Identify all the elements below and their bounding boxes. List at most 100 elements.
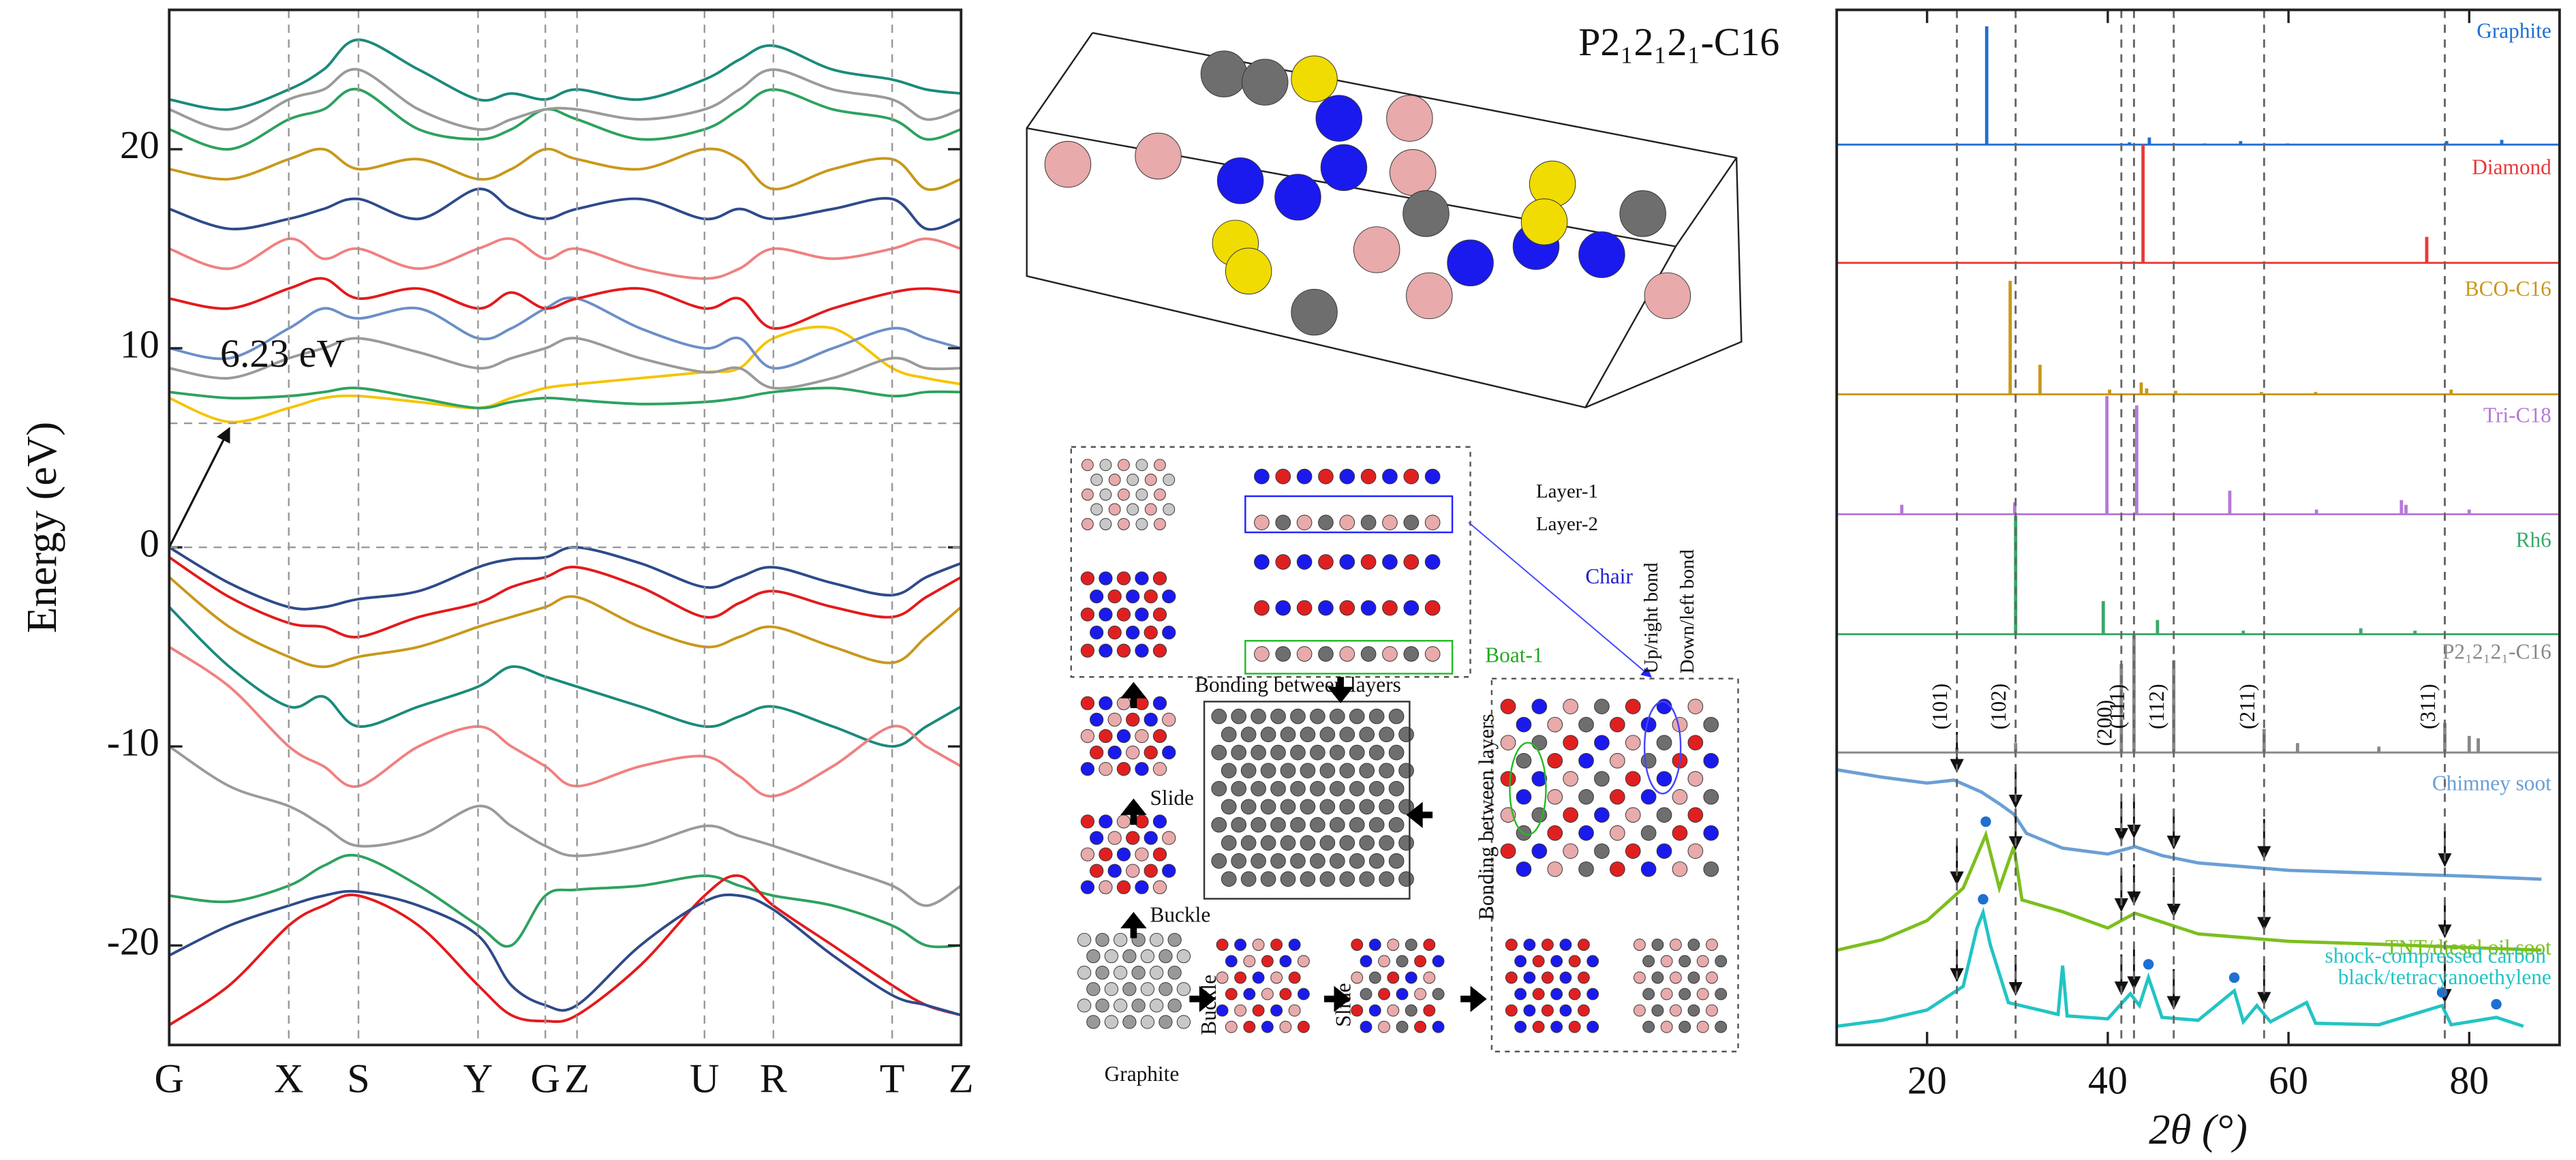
atom	[1086, 949, 1101, 964]
x-tick-label: T	[880, 1056, 905, 1102]
atom	[1703, 752, 1719, 769]
atom	[1578, 825, 1594, 841]
atom	[1379, 871, 1394, 887]
atom	[1162, 712, 1176, 727]
atom	[1687, 843, 1704, 859]
atom	[1396, 988, 1409, 1001]
atom	[1140, 949, 1155, 964]
atom	[1279, 955, 1292, 968]
atom	[1099, 847, 1113, 861]
atom	[1625, 843, 1641, 859]
atom	[1531, 735, 1548, 750]
atom	[1118, 459, 1130, 472]
atom	[1547, 861, 1563, 877]
cell-edge	[1674, 157, 1738, 247]
atom	[1254, 600, 1270, 616]
atom	[1541, 971, 1554, 984]
atom	[1610, 789, 1625, 805]
atom	[1113, 932, 1128, 947]
atom	[1216, 1004, 1229, 1017]
atom	[1642, 988, 1655, 1001]
atom	[1221, 871, 1237, 887]
atom	[1274, 174, 1321, 221]
atom	[1642, 955, 1655, 968]
atom	[1687, 735, 1704, 750]
atom	[1310, 708, 1325, 724]
atom	[1152, 571, 1167, 585]
y-axis-label: Energy (eV)	[18, 422, 65, 633]
atom	[1379, 835, 1394, 851]
atom	[1339, 646, 1355, 662]
band	[169, 337, 962, 390]
atom	[1140, 1015, 1155, 1029]
atom	[1640, 752, 1657, 769]
atom	[1423, 971, 1436, 984]
atom	[1288, 971, 1301, 984]
atom	[1550, 955, 1563, 968]
atom	[1131, 966, 1146, 980]
pattern-label: Chimney soot	[2432, 772, 2551, 795]
atom	[1116, 729, 1131, 744]
atom	[1211, 708, 1227, 724]
atom	[1651, 1004, 1664, 1017]
atom	[1270, 816, 1286, 833]
atom	[1387, 1004, 1400, 1017]
atom	[1687, 938, 1700, 951]
atom	[1359, 835, 1375, 851]
atom	[1144, 474, 1157, 486]
x-tick-label: X	[274, 1056, 304, 1102]
atom	[1578, 938, 1590, 951]
legend-label: Layer-1	[1536, 480, 1598, 502]
atom	[1586, 1020, 1599, 1033]
atom	[1107, 712, 1122, 727]
atom	[1116, 847, 1131, 861]
atom	[1135, 132, 1182, 180]
atom	[1108, 474, 1121, 486]
atom	[1176, 1015, 1191, 1029]
atom	[1254, 554, 1270, 570]
atom	[1594, 843, 1610, 859]
atom	[1382, 554, 1398, 570]
atom	[1231, 744, 1247, 761]
atom	[1291, 55, 1338, 102]
atom	[1279, 988, 1292, 1001]
atom	[1297, 955, 1310, 968]
atom	[1349, 816, 1365, 833]
band	[169, 325, 962, 424]
atom	[1563, 843, 1578, 859]
atom	[1318, 468, 1334, 485]
atom	[1633, 1004, 1646, 1017]
atom	[1398, 763, 1414, 778]
atom	[1291, 288, 1338, 336]
atom	[1368, 971, 1381, 984]
atom	[1368, 816, 1385, 833]
atom	[1625, 771, 1641, 787]
atom	[1167, 932, 1182, 947]
atom	[1360, 955, 1373, 968]
atom	[1320, 144, 1368, 192]
atom	[1086, 1015, 1101, 1029]
atom	[1081, 459, 1094, 472]
atom	[1319, 727, 1336, 742]
pattern-label: TNT/diesel oil soot	[2385, 936, 2551, 960]
atom	[1505, 971, 1518, 984]
atom	[1640, 789, 1657, 805]
atom	[1625, 699, 1641, 714]
pattern-curve	[1837, 768, 2542, 881]
atom	[1514, 955, 1527, 968]
atom	[1162, 831, 1176, 845]
atom	[1240, 799, 1257, 815]
atom	[1144, 831, 1158, 845]
atom	[1379, 763, 1394, 778]
atom	[1144, 712, 1158, 727]
atom	[1387, 971, 1400, 984]
atom	[1563, 699, 1578, 714]
step-label: Bonding between layers	[1195, 673, 1401, 697]
atom	[1240, 871, 1257, 887]
atom	[1300, 799, 1316, 815]
atom	[1319, 799, 1336, 815]
pattern-label: shock-compressed carbon black/tetracyano…	[2325, 944, 2551, 989]
atom	[1243, 955, 1256, 968]
reference-label: (311)	[2416, 684, 2440, 729]
atom	[1406, 272, 1453, 320]
